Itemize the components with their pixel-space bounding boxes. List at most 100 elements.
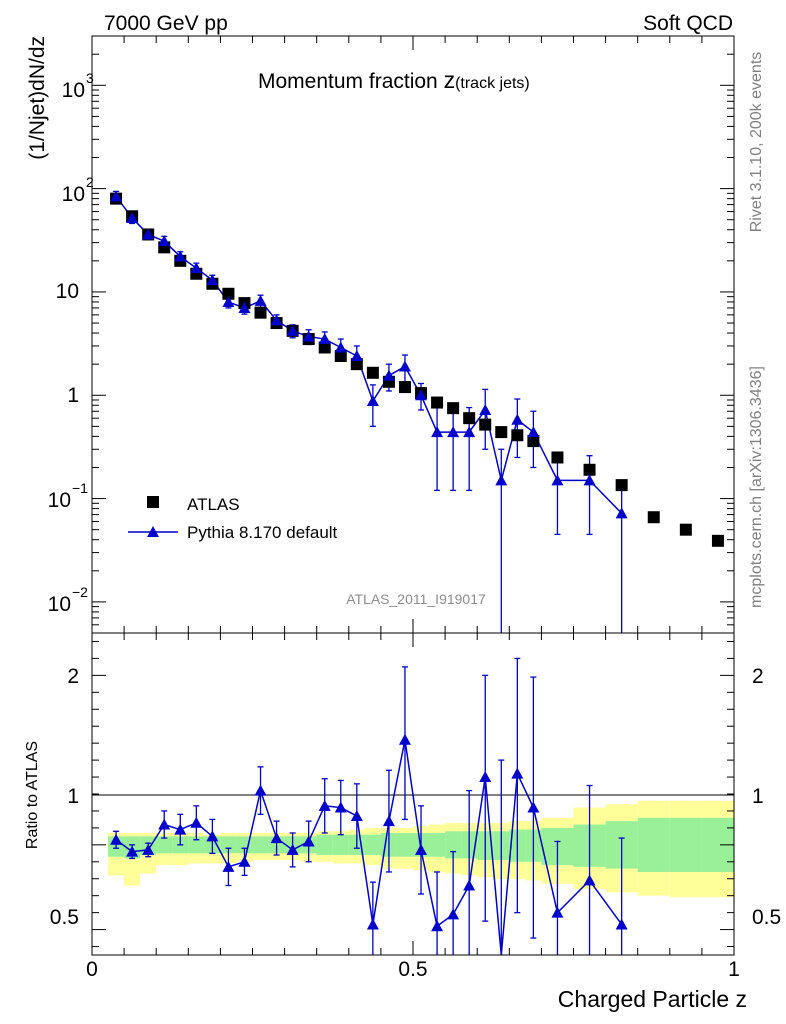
ratio-stat-uncertainty-band: [637, 817, 670, 872]
ratio-y-tick-2-right: 2: [752, 665, 764, 688]
pythia-point: [551, 474, 564, 486]
y-tick-1000-exp: 3: [86, 70, 94, 86]
ratio-stat-uncertainty-band: [332, 834, 349, 856]
ratio-point: [334, 801, 347, 813]
y-tick-10: 10: [56, 280, 79, 303]
pythia-point: [222, 295, 235, 307]
main-panel: 10 3 10 2 10 1 10 −1 10 −2 (1/Njet)dN/dz…: [26, 35, 735, 634]
pythia-point: [583, 474, 596, 486]
pythia-point: [366, 394, 379, 406]
legend-atlas-marker: [147, 496, 159, 508]
pythia-point: [286, 324, 299, 336]
ratio-point: [286, 843, 299, 855]
ratio-point: [222, 860, 235, 872]
rivet-version-label: Rivet 3.1.10, 200k events: [748, 52, 765, 233]
legend-pythia-label: Pythia 8.170 default: [187, 523, 338, 542]
pythia-point: [110, 190, 123, 202]
ratio-point: [110, 833, 123, 845]
pythia-point: [270, 314, 283, 326]
plot-title-main: Momentum fraction: [258, 70, 444, 93]
ratio-stat-uncertainty-band: [429, 832, 446, 857]
ratio-point: [366, 918, 379, 930]
ratio-point: [270, 832, 283, 844]
mcplots-source-label: mcplots.cern.ch [arXiv:1306.3436]: [748, 366, 765, 608]
pythia-point: [318, 333, 331, 345]
atlas-point: [527, 435, 540, 448]
ratio-point: [527, 801, 540, 813]
main-y-tick-labels: 10 3 10 2 10 1 10 −1 10 −2: [48, 70, 94, 616]
ratio-point: [350, 810, 363, 822]
pythia-point: [382, 369, 395, 381]
ratio-panel: 2 1 0.5 2 1 0.5 Ratio to ATLAS 0 0.5 1 C…: [24, 632, 781, 1012]
pythia-point: [511, 413, 524, 425]
ratio-axis-ticks: [91, 633, 735, 955]
pythia-point: [350, 349, 363, 361]
ratio-stat-uncertainty-band: [252, 836, 269, 854]
pythia-point: [254, 294, 267, 306]
main-y-axis-title: (1/Njet)dN/dz: [26, 36, 49, 160]
pythia-point: [190, 262, 203, 274]
ratio-point: [126, 845, 139, 857]
ratio-point: [431, 920, 444, 932]
atlas-point: [366, 366, 379, 379]
atlas-point: [318, 341, 331, 354]
pythia-point: [302, 330, 315, 342]
atlas-point: [551, 451, 564, 464]
atlas-point: [495, 426, 508, 439]
ratio-point: [583, 874, 596, 886]
pythia-point: [431, 426, 444, 438]
atlas-point: [350, 358, 363, 371]
atlas-point: [431, 396, 444, 409]
pythia-point: [527, 426, 540, 438]
ratio-point: [206, 830, 219, 842]
ratio-point: [551, 906, 564, 918]
main-data-layer: [110, 190, 724, 633]
header-category-label: Soft QCD: [643, 12, 733, 35]
ratio-y-tick-2-left: 2: [67, 665, 79, 688]
y-tick-100-exp: 2: [86, 174, 94, 190]
ratio-stat-uncertainty-band: [220, 836, 237, 854]
pythia-point: [334, 341, 347, 353]
ratio-point: [398, 733, 411, 745]
atlas-point: [615, 479, 628, 492]
ratio-stat-uncertainty-band: [396, 832, 413, 857]
plot-title-variable: z: [444, 67, 456, 93]
y-tick-1000-base: 10: [62, 79, 85, 102]
atlas-point: [479, 418, 492, 431]
legend-atlas-label: ATLAS: [187, 495, 240, 514]
ratio-y-tick-0p5-right: 0.5: [752, 906, 781, 929]
y-tick-1: 1: [67, 384, 79, 407]
pythia-point: [238, 301, 251, 313]
atlas-point: [222, 287, 235, 300]
x-tick-0p5: 0.5: [398, 958, 427, 981]
atlas-point: [583, 463, 596, 476]
ratio-stat-uncertainty-band: [188, 836, 205, 854]
ratio-point: [479, 771, 492, 783]
ratio-y-axis-title: Ratio to ATLAS: [24, 741, 41, 849]
ratio-stat-uncertainty-band: [156, 836, 173, 854]
atlas-point: [511, 429, 524, 442]
ratio-point: [447, 908, 460, 920]
y-tick-0p01-exp: −2: [72, 584, 88, 600]
atlas-point: [711, 534, 724, 547]
atlas-point: [447, 402, 460, 415]
ratio-stat-uncertainty-band: [445, 831, 462, 859]
pythia-point: [142, 228, 155, 240]
pythia-point: [206, 274, 219, 286]
atlas-point: [334, 349, 347, 362]
atlas-point: [254, 306, 267, 319]
pythia-point: [415, 389, 428, 401]
legend: ATLAS Pythia 8.170 default: [128, 495, 338, 542]
pythia-point: [174, 250, 187, 262]
ratio-stat-uncertainty-band: [364, 834, 381, 856]
ratio-point: [382, 815, 395, 827]
pythia-point: [615, 507, 628, 519]
ratio-point: [174, 823, 187, 835]
plot-title: Momentum fraction z(track jets): [258, 67, 530, 93]
atlas-point: [647, 511, 660, 524]
ratio-stat-uncertainty-band: [316, 834, 333, 856]
pythia-point: [463, 426, 476, 438]
y-tick-0p1-base: 10: [48, 489, 71, 512]
x-axis-title: Charged Particle z: [558, 986, 747, 1012]
